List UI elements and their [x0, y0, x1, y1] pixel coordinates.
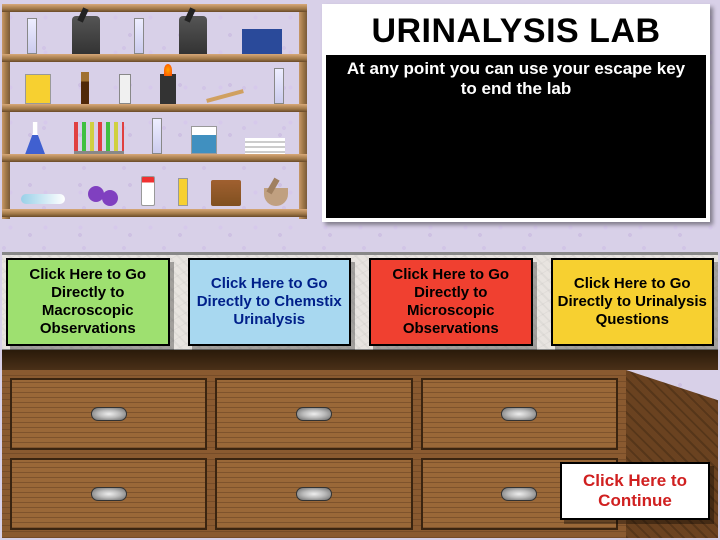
testtubes-icon	[74, 122, 124, 154]
lab-title: URINALYSIS LAB	[326, 8, 706, 55]
reagent-shelf	[2, 4, 307, 219]
nav-button-label: Click Here to Go Directly to Microscopic…	[375, 266, 527, 338]
lab-subtitle: At any point you can use your escape key…	[326, 55, 706, 104]
cylinder-icon	[27, 18, 37, 54]
cabinet	[2, 370, 626, 538]
shelf-board	[2, 154, 307, 162]
nav-button-label: Click Here to Go Directly to Macroscopic…	[12, 266, 164, 338]
title-panel: URINALYSIS LAB At any point you can use …	[322, 4, 710, 222]
shelf-board	[2, 4, 307, 12]
box-blue-icon	[242, 29, 282, 54]
beaker-blue-icon	[191, 126, 217, 154]
nav-microscopic-button[interactable]: Click Here to Go Directly to Microscopic…	[369, 258, 533, 346]
nav-chemstix-button[interactable]: Click Here to Go Directly to Chemstix Ur…	[188, 258, 352, 346]
shelf-row	[12, 12, 297, 54]
bottle-white-icon	[119, 74, 131, 104]
shelf-row	[12, 112, 297, 154]
bottle-yellow-icon	[178, 178, 188, 206]
microscope-icon	[72, 16, 100, 54]
countertop-edge	[2, 350, 718, 370]
purple-balls-icon	[88, 184, 118, 206]
cylinder-icon	[152, 118, 162, 154]
pencil-icon	[206, 89, 244, 103]
beaker-yellow-icon	[25, 74, 51, 104]
flask-icon	[24, 122, 46, 154]
cabinet-drawer	[215, 458, 412, 530]
cabinet-drawer	[10, 458, 207, 530]
shelf-board	[2, 54, 307, 62]
shelf-row	[12, 164, 297, 206]
nav-button-row: Click Here to Go Directly to Macroscopic…	[6, 258, 714, 346]
swabs-icon	[21, 194, 65, 204]
bottle-red-icon	[141, 176, 155, 206]
continue-button[interactable]: Click Here to Continue	[560, 462, 710, 520]
cabinet-drawer	[421, 378, 618, 450]
mortar-icon	[264, 188, 288, 206]
cylinder-icon	[134, 18, 144, 54]
cabinet-drawer	[10, 378, 207, 450]
bunsen-icon	[160, 74, 176, 104]
shelf-row	[12, 62, 297, 104]
shelf-board	[2, 104, 307, 112]
microscope-icon	[179, 16, 207, 54]
cylinder-icon	[274, 68, 284, 104]
nav-button-label: Click Here to Go Directly to Chemstix Ur…	[194, 275, 346, 329]
nav-questions-button[interactable]: Click Here to Go Directly to Urinalysis …	[551, 258, 715, 346]
slides-icon	[245, 138, 285, 154]
nav-button-label: Click Here to Go Directly to Urinalysis …	[557, 275, 709, 329]
book-icon	[211, 180, 241, 206]
dropper-icon	[81, 72, 89, 104]
shelf-board	[2, 209, 307, 217]
continue-button-label: Click Here to Continue	[562, 471, 708, 512]
cabinet-drawer	[215, 378, 412, 450]
nav-macroscopic-button[interactable]: Click Here to Go Directly to Macroscopic…	[6, 258, 170, 346]
